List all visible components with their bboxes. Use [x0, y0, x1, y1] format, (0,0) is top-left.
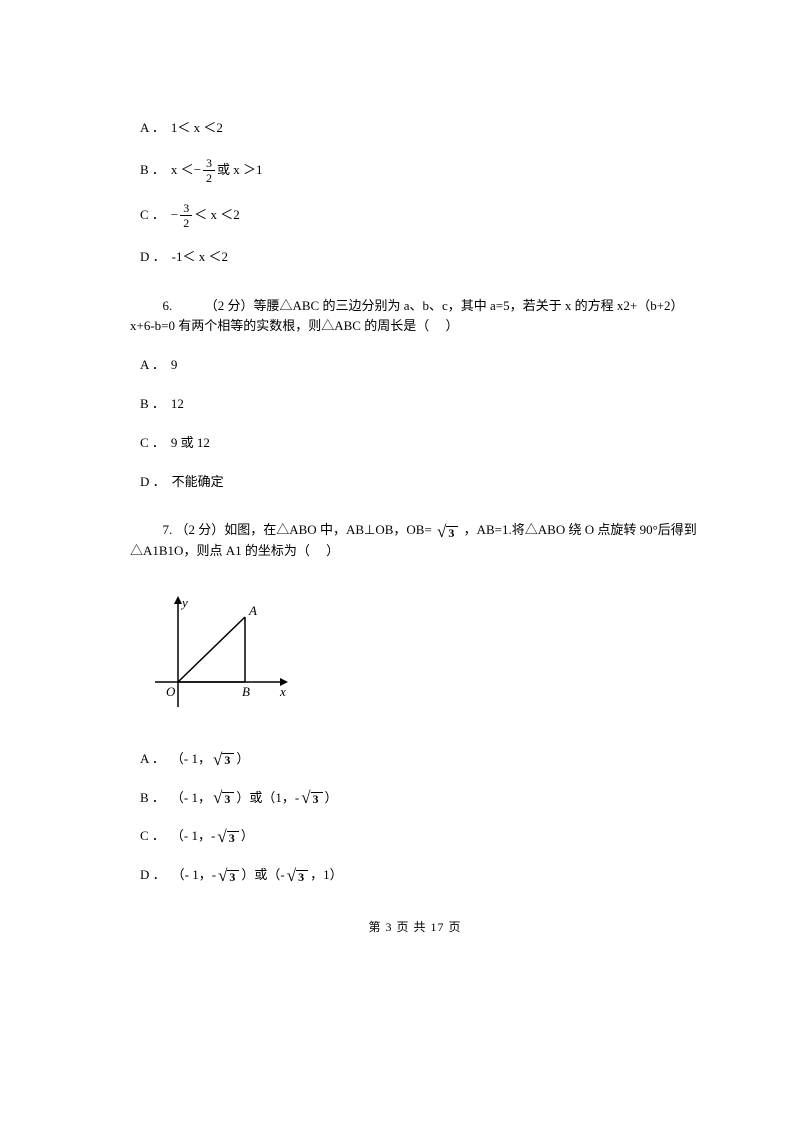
choice-text: 9 或 12	[171, 433, 210, 454]
sqrt-icon: √3	[437, 523, 458, 540]
page-footer: 第 3 页 共 17 页	[130, 918, 700, 937]
p3: ，1）	[310, 865, 343, 886]
q7-figure: y x O B A	[150, 592, 700, 719]
choice-label: D ．	[140, 472, 166, 493]
neg-sign: −	[171, 205, 178, 226]
p3: ）	[325, 788, 338, 809]
choice-label: D ．	[140, 247, 166, 268]
choice-label: C ．	[140, 433, 165, 454]
choice-prefix: x ＜	[171, 160, 194, 181]
q6-choice-c: C ． 9 或 12	[140, 433, 700, 454]
p1: （- 1，	[171, 788, 211, 809]
p1: （- 1，	[171, 749, 211, 770]
fraction: 3 2	[203, 157, 215, 184]
mid: ）或（-	[241, 865, 284, 886]
choice-text: 不能确定	[172, 472, 224, 493]
denominator: 2	[203, 171, 215, 184]
q5-choice-c: C ． − 3 2 ＜ x ＜2	[140, 202, 700, 229]
choice-text: -1＜ x ＜2	[172, 247, 228, 268]
choice-text: 12	[171, 394, 184, 415]
q7-choice-a: A ． （- 1， √3 ）	[140, 749, 700, 770]
svg-text:O: O	[166, 684, 176, 699]
choice-label: B ．	[140, 160, 165, 181]
page-content: A ． 1＜ x ＜2 B ． x ＜ − 3 2 或 x ＞1 C ． − 3…	[0, 0, 800, 977]
q6-choice-d: D ． 不能确定	[140, 472, 700, 493]
choice-label: C ．	[140, 205, 165, 226]
svg-text:y: y	[180, 595, 188, 610]
choice-label: A ．	[140, 118, 165, 139]
q7-choice-d: D ． （- 1，- √3 ）或（- √3 ，1）	[140, 865, 700, 886]
svg-text:B: B	[242, 684, 250, 699]
p1: （- 1，-	[171, 826, 215, 847]
sqrt-icon: √3	[287, 867, 308, 884]
choice-text: 1＜ x ＜2	[171, 118, 223, 139]
choice-suffix: 或 x ＞1	[217, 160, 263, 181]
choice-label: D ．	[140, 865, 166, 886]
numerator: 3	[180, 202, 192, 216]
q5-choice-d: D ． -1＜ x ＜2	[140, 247, 700, 268]
p3: ）	[236, 749, 249, 770]
sqrt-icon: √3	[213, 789, 234, 806]
p3: ）	[241, 826, 254, 847]
choice-suffix: ＜ x ＜2	[194, 205, 240, 226]
choice-label: A ．	[140, 355, 165, 376]
choice-text: 9	[171, 355, 178, 376]
choice-label: B ．	[140, 788, 165, 809]
q5-choice-a: A ． 1＜ x ＜2	[140, 118, 700, 139]
q7-stem: 7. （2 分）如图，在△ABO 中，AB⊥OB，OB= √3 ，AB=1.将△…	[130, 520, 700, 562]
sqrt-icon: √3	[213, 751, 234, 768]
neg-sign: −	[194, 160, 201, 181]
q6-choice-b: B ． 12	[140, 394, 700, 415]
q6-stem: 6. （2 分）等腰△ABC 的三边分别为 a、b、c，其中 a=5，若关于 x…	[130, 296, 700, 338]
svg-text:A: A	[248, 603, 257, 618]
q5-choice-b: B ． x ＜ − 3 2 或 x ＞1	[140, 157, 700, 184]
sqrt-icon: √3	[217, 828, 238, 845]
sqrt-icon: √3	[301, 789, 322, 806]
mid: ）或（1，-	[236, 788, 299, 809]
sqrt-icon: √3	[218, 867, 239, 884]
coordinate-diagram: y x O B A	[150, 592, 290, 712]
q6-stem-text: 6. （2 分）等腰△ABC 的三边分别为 a、b、c，其中 a=5，若关于 x…	[130, 296, 700, 338]
q7-choice-b: B ． （- 1， √3 ）或（1，- √3 ）	[140, 788, 700, 809]
p1: （- 1，-	[172, 865, 216, 886]
choice-label: A ．	[140, 749, 165, 770]
choice-label: C ．	[140, 826, 165, 847]
choice-label: B ．	[140, 394, 165, 415]
fraction: 3 2	[180, 202, 192, 229]
denominator: 2	[180, 216, 192, 229]
q6-choice-a: A ． 9	[140, 355, 700, 376]
svg-text:x: x	[279, 684, 286, 699]
numerator: 3	[203, 157, 215, 171]
q7-choice-c: C ． （- 1，- √3 ）	[140, 826, 700, 847]
q7-stem-prefix: 7. （2 分）如图，在△ABO 中，AB⊥OB，OB=	[163, 522, 436, 537]
